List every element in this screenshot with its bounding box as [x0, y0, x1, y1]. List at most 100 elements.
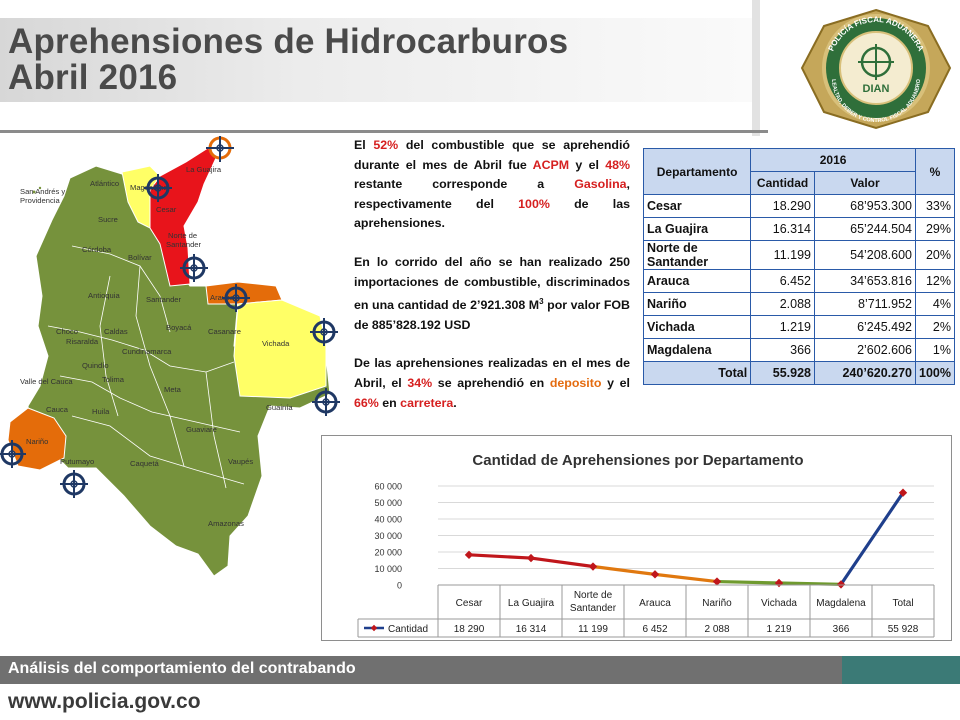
data-label: 1 219 [766, 624, 791, 635]
cell-departamento: Nariño [642, 292, 752, 316]
cell-pct: 1% [915, 338, 955, 362]
label-tolima: Tolima [102, 375, 125, 384]
target-icon-cesar [144, 174, 172, 202]
paragraph-2: En lo corrido del año se han realizado 2… [354, 254, 630, 332]
x-category-label: Arauca [639, 598, 671, 609]
th-year: 2016 [750, 148, 916, 172]
label-cundinamarca: Cundinamarca [122, 347, 172, 356]
label-guainia: Guainía [266, 403, 293, 412]
label-choco: Choco [56, 327, 78, 336]
logo: POLICÍA FISCAL ADUANERA LEALTAD, DEBER Y… [792, 4, 960, 134]
series-line-segment [653, 572, 719, 584]
map-region-vichada [233, 299, 327, 399]
label-bolivar: Bolívar [128, 253, 152, 262]
cell-valor: 6’245.492 [813, 315, 917, 339]
label-vaupes: Vaupés [228, 457, 253, 466]
footer-bar: Análisis del comportamiento del contraba… [0, 656, 842, 684]
series-line-segment [467, 553, 533, 560]
footer-accent [842, 656, 960, 684]
y-tick-label: 60 000 [374, 482, 402, 492]
data-point [774, 578, 784, 588]
label-quindio: Quindío [82, 361, 109, 370]
legend-series-name: Cantidad [388, 624, 428, 635]
cell-cantidad: 1.219 [750, 315, 815, 339]
table-row: Magdalena 366 2’602.606 1% [642, 338, 955, 362]
label-huila: Huila [92, 407, 110, 416]
label-vichada: Vichada [262, 339, 290, 348]
table-row: Vichada 1.219 6’245.492 2% [642, 315, 955, 339]
cell-cantidad: 18.290 [750, 194, 815, 218]
target-icon-vichada [310, 318, 338, 346]
page-subtitle: Abril 2016 [8, 58, 178, 97]
label-santander: Santander [146, 295, 182, 304]
cell-departamento: Arauca [642, 269, 752, 293]
series-line-segment [529, 556, 595, 569]
target-icon-narino [0, 440, 26, 468]
label-cordoba: Córdoba [82, 245, 112, 254]
table-total-row: Total 55.928 240’620.270 100% [642, 361, 955, 385]
data-point [898, 488, 908, 497]
page-title: Aprehensiones de Hidrocarburos [8, 22, 569, 61]
cell-valor: 34’653.816 [813, 269, 917, 293]
series-line-segment [591, 564, 657, 576]
logo-center-text: DIAN [863, 83, 890, 95]
x-category-label: Nariño [702, 598, 732, 609]
cell-valor: 8’711.952 [813, 292, 917, 316]
x-category-label: Total [892, 598, 913, 609]
cell-departamento: Norte de Santander [642, 240, 752, 270]
cell-total-valor: 240’620.270 [813, 361, 917, 385]
label-norte-1: Norte de [168, 231, 197, 240]
cell-pct: 33% [915, 194, 955, 218]
y-tick-label: 40 000 [374, 515, 402, 525]
series-line-segment [839, 491, 905, 586]
cell-valor: 65’244.504 [813, 217, 917, 241]
cell-pct: 20% [915, 240, 955, 270]
cell-cantidad: 16.314 [750, 217, 815, 241]
cell-pct: 29% [915, 217, 955, 241]
data-point [650, 570, 660, 579]
cell-total-label: Total [642, 361, 752, 385]
table-row: Arauca 6.452 34’653.816 12% [642, 269, 955, 293]
x-category-label: Magdalena [816, 598, 866, 609]
data-point [588, 562, 598, 571]
cell-pct: 4% [915, 292, 955, 316]
th-valor: Valor [813, 171, 917, 195]
label-cauca: Cauca [46, 405, 69, 414]
table-row: Cesar 18.290 68’953.300 33% [642, 194, 955, 218]
y-tick-label: 30 000 [374, 531, 402, 541]
map-borders [47, 245, 245, 489]
label-sucre: Sucre [98, 215, 118, 224]
data-label: 6 452 [642, 624, 667, 635]
site-url[interactable]: www.policia.gov.co [8, 690, 201, 713]
series-line-segment [715, 579, 781, 585]
label-cesar: Cesar [156, 205, 177, 214]
header-divider [752, 0, 760, 136]
label-atlantico: Atlántico [90, 179, 119, 188]
cell-total-cantidad: 55.928 [750, 361, 815, 385]
colombia-map: La Guajira Atlántico Magdalena San André… [0, 134, 348, 590]
line-chart: Cantidad de Aprehensiones por Departamen… [321, 435, 952, 641]
label-la-guajira: La Guajira [186, 165, 222, 174]
y-tick-label: 20 000 [374, 548, 402, 558]
title-band: Aprehensiones de Hidrocarburos Abril 201… [0, 18, 752, 102]
data-label: 11 199 [578, 624, 608, 635]
data-label: 55 928 [888, 624, 919, 635]
chart-title: Cantidad de Aprehensiones por Departamen… [472, 452, 803, 469]
label-san-andres: San Andrés y [20, 187, 65, 196]
target-icon-arauca [222, 284, 250, 312]
label-caqueta: Caquetá [130, 459, 159, 468]
label-providencia: Providencia [20, 196, 60, 205]
label-guaviare: Guaviare [186, 425, 217, 434]
legend-marker [370, 624, 378, 632]
target-icon-putumayo [60, 470, 88, 498]
cell-departamento: Vichada [642, 315, 752, 339]
target-icon-norte [180, 254, 208, 282]
target-icon-guajira [206, 134, 234, 162]
data-label: 2 088 [704, 624, 729, 635]
y-tick-label: 50 000 [374, 498, 402, 508]
map-region-green [27, 165, 331, 577]
cell-cantidad: 6.452 [750, 269, 815, 293]
series-line-segment [777, 581, 843, 586]
y-tick-label: 0 [397, 581, 402, 591]
label-risaralda: Risaralda [66, 337, 99, 346]
